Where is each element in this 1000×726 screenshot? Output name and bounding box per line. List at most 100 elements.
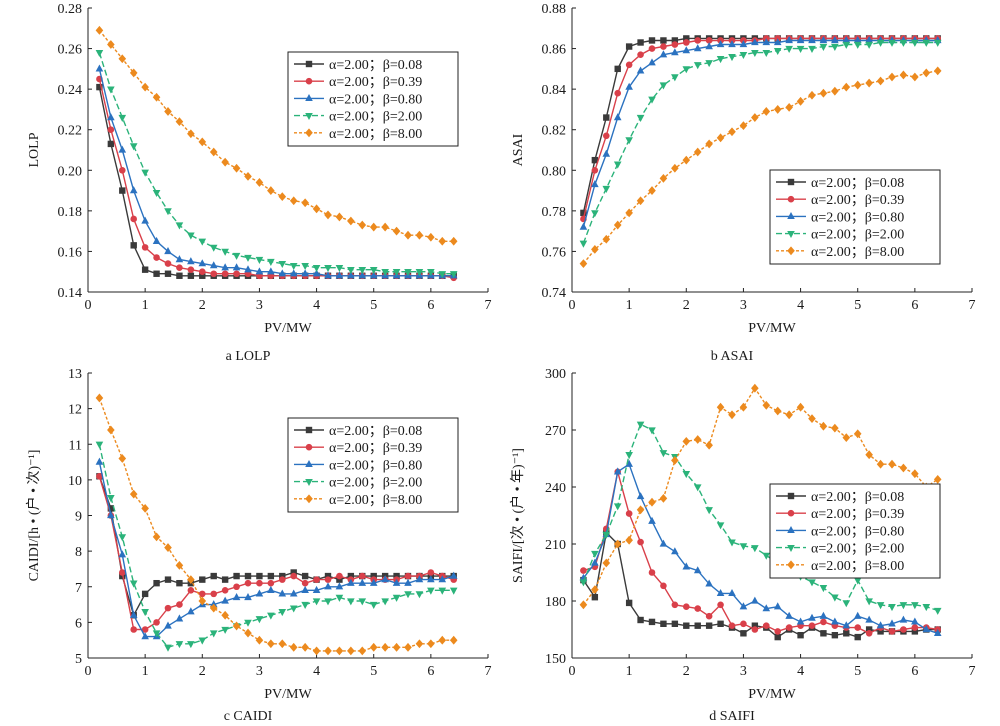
data-point (648, 569, 656, 576)
data-point (324, 264, 332, 273)
data-point (289, 196, 298, 206)
data-point (95, 25, 104, 35)
data-point (716, 40, 725, 48)
data-point (187, 129, 195, 139)
x-tick-label: 5 (854, 664, 861, 679)
data-point (739, 402, 748, 412)
data-point (118, 534, 127, 542)
data-point (831, 86, 839, 96)
data-point (232, 593, 241, 601)
data-point (369, 578, 378, 586)
data-point (785, 103, 793, 112)
legend-label: α=2.00；β=0.80 (811, 524, 904, 539)
data-point (716, 402, 725, 412)
data-point (922, 68, 931, 78)
data-point (853, 41, 862, 49)
data-point (187, 266, 195, 273)
data-point (221, 248, 229, 256)
data-point (176, 264, 183, 271)
data-point (854, 624, 862, 631)
y-tick-label: 13 (68, 367, 82, 382)
data-point (141, 169, 149, 177)
series-5 (95, 25, 458, 246)
legend: α=2.00；β=0.08 α=2.00；β=0.39 α=2.00；β=0.80 α… (287, 51, 459, 147)
data-point (888, 619, 896, 627)
legend-label: α=2.00；β=2.00 (811, 228, 904, 243)
data-point (358, 572, 366, 580)
data-point (899, 602, 908, 610)
data-point (210, 590, 218, 598)
y-tick-label: 300 (545, 367, 566, 382)
data-point (256, 579, 263, 587)
data-point (381, 575, 389, 583)
data-point (153, 579, 160, 587)
y-tick-label: 270 (545, 424, 566, 439)
data-point (613, 113, 622, 121)
data-point (831, 594, 839, 602)
data-point (381, 222, 389, 232)
data-point (614, 65, 621, 73)
data-point (187, 272, 195, 279)
data-point (636, 196, 645, 206)
data-point (358, 267, 367, 275)
data-point (164, 208, 172, 216)
legend-label: α=2.00；β=0.80 (329, 92, 422, 107)
data-point (682, 155, 691, 165)
data-point (278, 260, 287, 268)
data-point (625, 43, 633, 50)
data-point (625, 452, 633, 460)
data-point (95, 393, 104, 403)
data-point (773, 105, 782, 114)
data-point (118, 54, 127, 64)
x-tick-label: 4 (797, 664, 804, 679)
data-point (107, 140, 115, 148)
data-point (107, 40, 115, 49)
data-point (602, 558, 611, 568)
series-3 (95, 64, 458, 279)
data-point (209, 261, 218, 269)
data-point (301, 198, 309, 208)
data-point (842, 82, 851, 92)
data-point (637, 39, 644, 46)
data-point (591, 550, 599, 558)
data-point (301, 269, 309, 277)
data-point (244, 254, 252, 262)
legend: α=2.00；β=0.08 α=2.00；β=0.39 α=2.00；β=0.80 α… (769, 169, 941, 265)
data-point (175, 614, 184, 622)
data-point (381, 598, 389, 606)
data-point (449, 587, 458, 595)
data-point (301, 572, 309, 580)
legend-marker (787, 544, 795, 552)
data-point (625, 137, 633, 145)
data-point (613, 467, 622, 475)
data-point (899, 615, 908, 623)
data-point (785, 45, 793, 53)
data-point (129, 143, 138, 151)
y-tick-label: 12 (68, 403, 82, 418)
data-point (899, 463, 908, 473)
data-point (175, 641, 184, 649)
data-point (96, 473, 103, 480)
data-point (671, 456, 679, 465)
panel-caption: d SAIFI (709, 709, 755, 724)
data-point (888, 39, 896, 47)
data-point (876, 621, 885, 629)
data-point (922, 625, 931, 633)
data-point (671, 37, 679, 44)
data-point (256, 572, 263, 580)
data-point (728, 589, 736, 597)
data-point (369, 601, 378, 609)
data-point (751, 545, 759, 553)
data-point (853, 429, 862, 439)
data-point (415, 575, 424, 583)
data-point (244, 579, 252, 587)
data-point (152, 236, 161, 244)
data-point (694, 37, 702, 44)
data-point (648, 516, 656, 524)
data-point (911, 602, 919, 610)
data-point (221, 576, 229, 583)
data-point (613, 220, 622, 230)
data-point (831, 43, 839, 51)
data-point (591, 245, 599, 254)
data-point (129, 489, 138, 499)
